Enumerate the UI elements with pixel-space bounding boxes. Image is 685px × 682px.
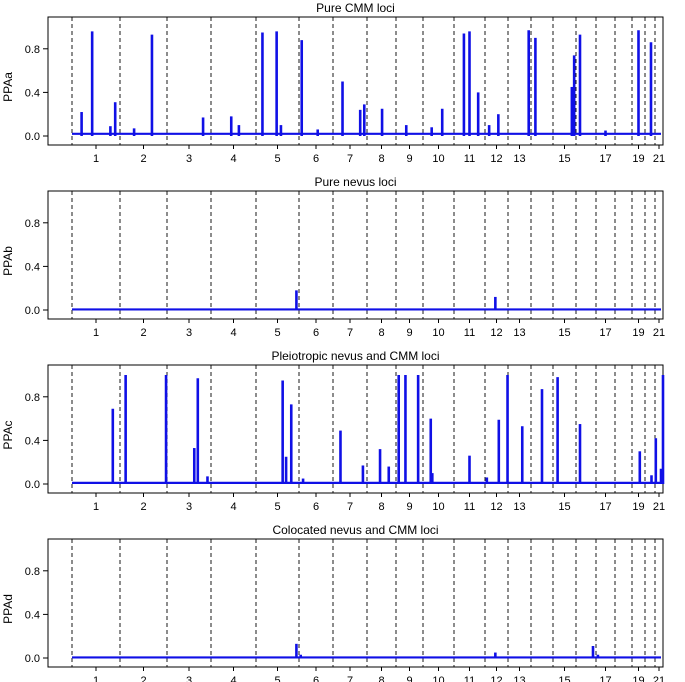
x-tick-label: 1 bbox=[93, 675, 99, 682]
y-tick-label: 0.8 bbox=[25, 44, 40, 56]
x-tick-label: 19 bbox=[632, 501, 644, 513]
x-tick-label: 12 bbox=[490, 501, 502, 513]
x-tick-label: 19 bbox=[632, 153, 644, 165]
x-tick-label: 10 bbox=[432, 501, 444, 513]
x-tick-label: 10 bbox=[432, 675, 444, 682]
x-tick-label: 4 bbox=[230, 153, 236, 165]
x-tick-label: 13 bbox=[513, 501, 525, 513]
x-tick-label: 4 bbox=[230, 501, 236, 513]
x-tick-label: 15 bbox=[558, 501, 570, 513]
x-tick-label: 12 bbox=[490, 153, 502, 165]
y-axis-label: PPAb bbox=[1, 246, 15, 276]
x-tick-label: 4 bbox=[230, 327, 236, 339]
x-tick-label: 13 bbox=[513, 153, 525, 165]
x-tick-label: 9 bbox=[406, 327, 412, 339]
y-axis-label: PPAd bbox=[1, 594, 15, 624]
y-tick-label: 0.8 bbox=[25, 392, 40, 404]
x-tick-label: 13 bbox=[513, 327, 525, 339]
x-tick-label: 3 bbox=[186, 501, 192, 513]
x-tick-label: 17 bbox=[599, 327, 611, 339]
y-tick-label: 0.0 bbox=[25, 131, 40, 143]
panel-4: Colocated nevus and CMM loci PPAd 0.0 0.4 0.… bbox=[1, 523, 665, 682]
y-tick-label: 0.4 bbox=[25, 609, 40, 621]
y-tick-label: 0.0 bbox=[25, 305, 40, 317]
x-tick-label: 8 bbox=[378, 675, 384, 682]
x-tick-label: 21 bbox=[653, 501, 665, 513]
panel-title: Colocated nevus and CMM loci bbox=[272, 523, 438, 537]
x-tick-label: 6 bbox=[313, 501, 319, 513]
x-tick-label: 11 bbox=[464, 501, 475, 513]
x-tick-label: 13 bbox=[513, 675, 525, 682]
x-tick-label: 3 bbox=[186, 327, 192, 339]
x-tick-label: 10 bbox=[432, 153, 444, 165]
plot-frame bbox=[47, 364, 664, 494]
y-tick-label: 0.8 bbox=[25, 566, 40, 578]
x-tick-label: 21 bbox=[653, 675, 665, 682]
x-tick-label: 21 bbox=[653, 327, 665, 339]
y-tick-label: 0.4 bbox=[25, 87, 40, 99]
x-tick-label: 8 bbox=[378, 327, 384, 339]
x-tick-label: 17 bbox=[599, 501, 611, 513]
x-tick-label: 1 bbox=[93, 327, 99, 339]
y-axis-label: PPAa bbox=[1, 72, 15, 102]
x-tick-label: 8 bbox=[378, 153, 384, 165]
x-tick-label: 17 bbox=[599, 153, 611, 165]
x-tick-label: 12 bbox=[490, 327, 502, 339]
panel-3: Pleiotropic nevus and CMM loci PPAc 0.0 0.4… bbox=[1, 349, 665, 513]
plot-frame bbox=[47, 538, 664, 668]
y-tick-label: 0.0 bbox=[25, 479, 40, 491]
x-tick-label: 17 bbox=[599, 675, 611, 682]
x-tick-label: 7 bbox=[347, 153, 353, 165]
y-tick-label: 0.4 bbox=[25, 261, 40, 273]
y-axis-label: PPAc bbox=[1, 420, 15, 449]
x-tick-label: 21 bbox=[653, 153, 665, 165]
x-tick-label: 11 bbox=[464, 153, 475, 165]
plot-frame bbox=[47, 190, 664, 320]
x-tick-label: 15 bbox=[558, 675, 570, 682]
x-tick-label: 7 bbox=[347, 327, 353, 339]
x-tick-label: 15 bbox=[558, 327, 570, 339]
x-tick-label: 11 bbox=[464, 675, 475, 682]
x-tick-label: 5 bbox=[274, 501, 280, 513]
x-tick-label: 3 bbox=[186, 675, 192, 682]
x-tick-label: 5 bbox=[274, 327, 280, 339]
panel-title: Pure CMM loci bbox=[316, 1, 395, 15]
x-tick-label: 6 bbox=[313, 327, 319, 339]
x-tick-label: 9 bbox=[406, 675, 412, 682]
x-tick-label: 3 bbox=[186, 153, 192, 165]
x-tick-label: 6 bbox=[313, 675, 319, 682]
x-tick-label: 4 bbox=[230, 675, 236, 682]
x-tick-label: 9 bbox=[406, 153, 412, 165]
x-tick-label: 7 bbox=[347, 501, 353, 513]
x-tick-label: 1 bbox=[93, 501, 99, 513]
y-tick-label: 0.4 bbox=[25, 435, 40, 447]
x-tick-label: 2 bbox=[140, 501, 146, 513]
panel-title: Pure nevus loci bbox=[314, 175, 396, 189]
x-tick-label: 11 bbox=[464, 327, 475, 339]
x-tick-label: 19 bbox=[632, 327, 644, 339]
x-tick-label: 2 bbox=[140, 153, 146, 165]
y-tick-label: 0.8 bbox=[25, 218, 40, 230]
x-tick-label: 2 bbox=[140, 675, 146, 682]
x-tick-label: 15 bbox=[558, 153, 570, 165]
x-tick-label: 12 bbox=[490, 675, 502, 682]
x-tick-label: 5 bbox=[274, 153, 280, 165]
x-tick-label: 10 bbox=[432, 327, 444, 339]
plot-frame bbox=[47, 16, 664, 146]
x-tick-label: 7 bbox=[347, 675, 353, 682]
panel-title: Pleiotropic nevus and CMM loci bbox=[271, 349, 439, 363]
y-tick-label: 0.0 bbox=[25, 653, 40, 665]
x-tick-label: 1 bbox=[93, 153, 99, 165]
x-tick-label: 8 bbox=[378, 501, 384, 513]
x-tick-label: 6 bbox=[313, 153, 319, 165]
x-tick-label: 2 bbox=[140, 327, 146, 339]
x-tick-label: 19 bbox=[632, 675, 644, 682]
x-tick-label: 5 bbox=[274, 675, 280, 682]
x-tick-label: 9 bbox=[406, 501, 412, 513]
